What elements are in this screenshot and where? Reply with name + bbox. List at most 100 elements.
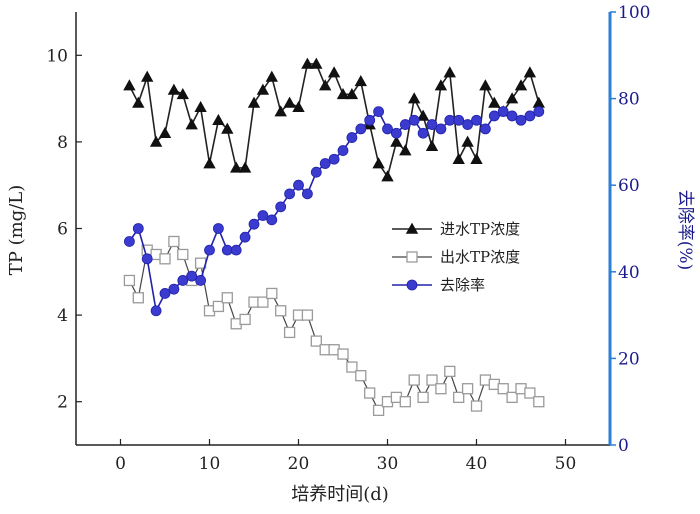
legend-label: 去除率: [440, 276, 485, 294]
y-left-tick-label: 4: [57, 306, 68, 326]
data-point: [221, 122, 234, 134]
data-point: [327, 66, 341, 78]
y-right-tick-label: 80: [618, 90, 640, 110]
data-point: [132, 292, 144, 304]
legend-item: 出水TP浓度: [392, 248, 520, 266]
data-point: [159, 253, 171, 265]
data-point: [514, 79, 528, 91]
data-point: [168, 235, 180, 248]
data-point: [159, 288, 171, 299]
series-3: [123, 106, 545, 317]
data-point: [310, 166, 322, 178]
data-point: [336, 87, 350, 100]
data-point: [497, 383, 509, 395]
data-point: [292, 100, 305, 113]
data-point: [470, 400, 483, 412]
y-axis-left-title: TP (mg/L): [6, 185, 27, 276]
data-point: [479, 79, 492, 91]
data-point: [123, 236, 135, 247]
x-tick-label: 40: [466, 454, 488, 474]
data-point: [435, 383, 447, 395]
data-point: [123, 79, 136, 91]
data-point: [266, 214, 278, 226]
y-right-tick-label: 100: [618, 3, 650, 23]
data-point: [230, 161, 243, 173]
x-tick-label: 10: [199, 454, 221, 474]
data-point: [390, 135, 403, 147]
data-point: [123, 274, 136, 287]
data-point: [523, 66, 537, 78]
data-point: [337, 348, 349, 360]
data-point: [239, 313, 251, 326]
y-left-tick-label: 10: [46, 46, 68, 66]
data-point: [417, 127, 429, 139]
data-point: [399, 144, 412, 156]
data-point: [532, 96, 545, 108]
data-point: [452, 152, 465, 165]
data-point: [426, 119, 438, 130]
data-point: [212, 223, 224, 234]
data-point: [203, 157, 216, 169]
legend-label: 出水TP浓度: [440, 248, 520, 266]
data-point: [426, 374, 438, 386]
data-point: [364, 387, 376, 399]
data-point: [372, 404, 385, 417]
data-point: [399, 396, 411, 408]
data-point: [284, 188, 296, 200]
data-point: [167, 83, 181, 95]
data-point: [256, 83, 270, 95]
data-point: [274, 105, 287, 117]
series-2: [123, 235, 545, 417]
data-point: [382, 123, 393, 135]
data-point: [461, 135, 474, 147]
data-point: [212, 300, 225, 313]
data-point: [247, 96, 261, 108]
data-point: [354, 74, 367, 87]
data-point: [533, 106, 545, 117]
y-left-tick-label: 8: [57, 133, 68, 153]
data-point: [186, 270, 198, 282]
series-1: [123, 57, 545, 182]
data-point: [444, 365, 456, 378]
data-point: [150, 305, 162, 317]
series-line: [128, 240, 540, 412]
data-point: [515, 114, 527, 126]
data-point: [462, 119, 474, 130]
data-point: [328, 153, 340, 165]
data-point: [132, 96, 145, 108]
data-point: [471, 114, 482, 126]
data-point: [239, 231, 251, 243]
data-point: [524, 387, 536, 399]
data-point: [425, 139, 439, 152]
data-point: [301, 57, 314, 69]
x-tick-label: 20: [288, 454, 310, 474]
data-point: [266, 287, 278, 300]
y-left-tick-label: 2: [57, 393, 68, 413]
legend-marker: [406, 279, 418, 291]
data-point: [301, 309, 314, 321]
legend-label: 进水TP浓度: [440, 220, 520, 238]
data-point: [435, 123, 447, 135]
data-point: [275, 305, 287, 317]
data-point: [444, 114, 456, 126]
data-point: [257, 296, 269, 308]
data-point: [372, 157, 385, 169]
x-tick-label: 0: [115, 454, 126, 474]
x-axis-title: 培养时间(d): [291, 484, 389, 505]
data-point: [283, 96, 296, 108]
data-point: [283, 326, 296, 339]
data-point: [373, 106, 385, 117]
data-point: [310, 57, 323, 69]
y-axis-right-title: 去除率(%): [675, 190, 695, 270]
data-point: [168, 283, 180, 295]
data-point: [132, 223, 144, 234]
data-point: [141, 70, 154, 82]
data-point: [177, 275, 189, 286]
data-point: [346, 132, 358, 143]
data-point: [488, 96, 501, 108]
legend-item: 进水TP浓度: [392, 220, 520, 238]
data-point: [293, 179, 304, 191]
data-point: [524, 110, 536, 122]
